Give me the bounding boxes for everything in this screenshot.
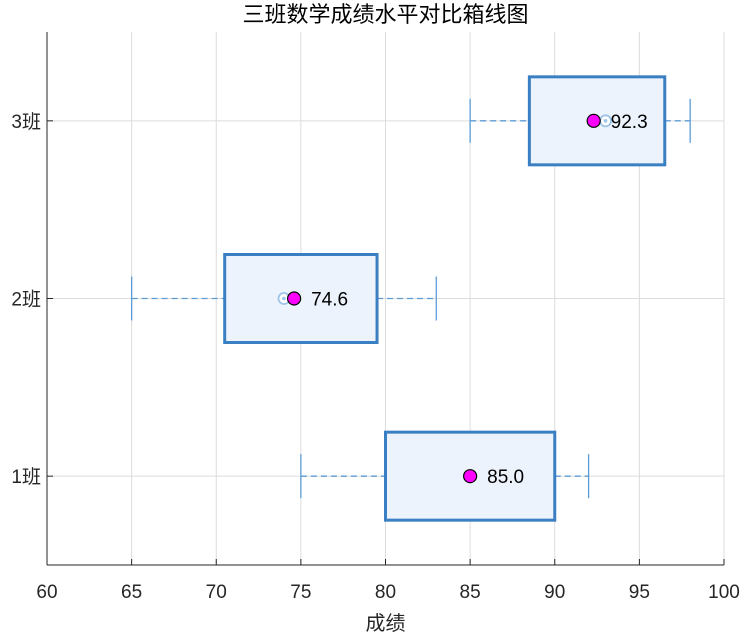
mean-marker	[586, 113, 601, 128]
y-tick-label: 2班	[11, 289, 41, 311]
x-axis-label: 成绩	[366, 611, 406, 635]
box-group: 85.0	[300, 430, 590, 522]
x-tick-label: 100	[708, 582, 740, 603]
x-tick-label: 85	[460, 582, 481, 603]
mean-label: 85.0	[487, 467, 524, 488]
box-group: 74.6	[130, 253, 437, 344]
median-dot	[603, 119, 608, 123]
y-tick-label: 3班	[11, 111, 41, 133]
x-tick-label: 90	[544, 582, 565, 603]
axis-ticks: 60 65 70 75 80 85 90 95 100 1班 2班 3班	[11, 32, 740, 603]
mean-label: 74.6	[311, 290, 348, 311]
mean-marker	[287, 291, 302, 306]
y-tick-label: 1班	[11, 466, 41, 488]
x-tick-label: 80	[375, 582, 396, 603]
x-tick-label: 70	[206, 582, 227, 603]
x-tick-label: 95	[629, 582, 650, 603]
mean-marker	[463, 469, 478, 484]
x-tick-label: 65	[121, 582, 142, 603]
median-dot	[282, 296, 286, 301]
chart-title: 三班数学成绩水平对比箱线图	[242, 3, 528, 28]
x-tick-label: 75	[290, 582, 311, 603]
mean-label: 92.3	[611, 112, 648, 133]
box-group: 92.3	[469, 75, 691, 167]
boxes: 85.0 74.6 92.3	[130, 75, 691, 522]
x-tick-label: 60	[36, 582, 57, 603]
